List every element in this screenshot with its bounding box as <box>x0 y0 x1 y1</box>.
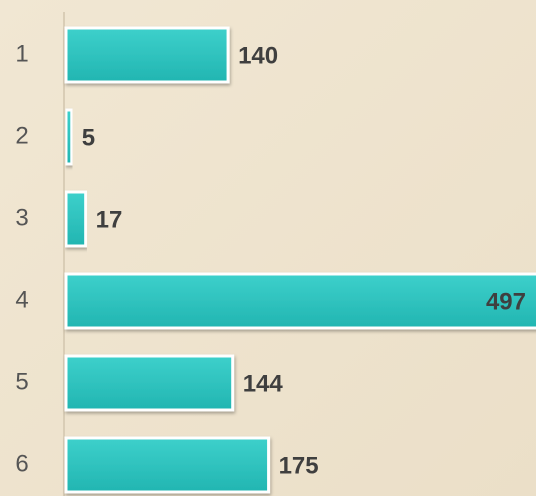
bar <box>64 190 88 248</box>
value-label: 144 <box>243 370 284 397</box>
value-label: 17 <box>96 206 123 233</box>
value-label: 140 <box>238 42 278 69</box>
plot-area <box>64 26 536 494</box>
y-tick-label: 1 <box>15 40 28 67</box>
value-label: 175 <box>279 452 319 479</box>
bar <box>64 108 74 166</box>
y-tick-label: 6 <box>15 450 28 477</box>
bar <box>64 272 536 330</box>
y-tick-label: 3 <box>15 204 28 231</box>
y-tick-label: 2 <box>15 122 28 149</box>
bar <box>64 354 235 412</box>
y-tick-label: 5 <box>15 368 28 395</box>
bar <box>64 26 230 84</box>
value-label: 5 <box>82 124 95 151</box>
value-label: 497 <box>486 288 526 315</box>
bar <box>64 436 271 494</box>
y-tick-label: 4 <box>15 286 28 313</box>
